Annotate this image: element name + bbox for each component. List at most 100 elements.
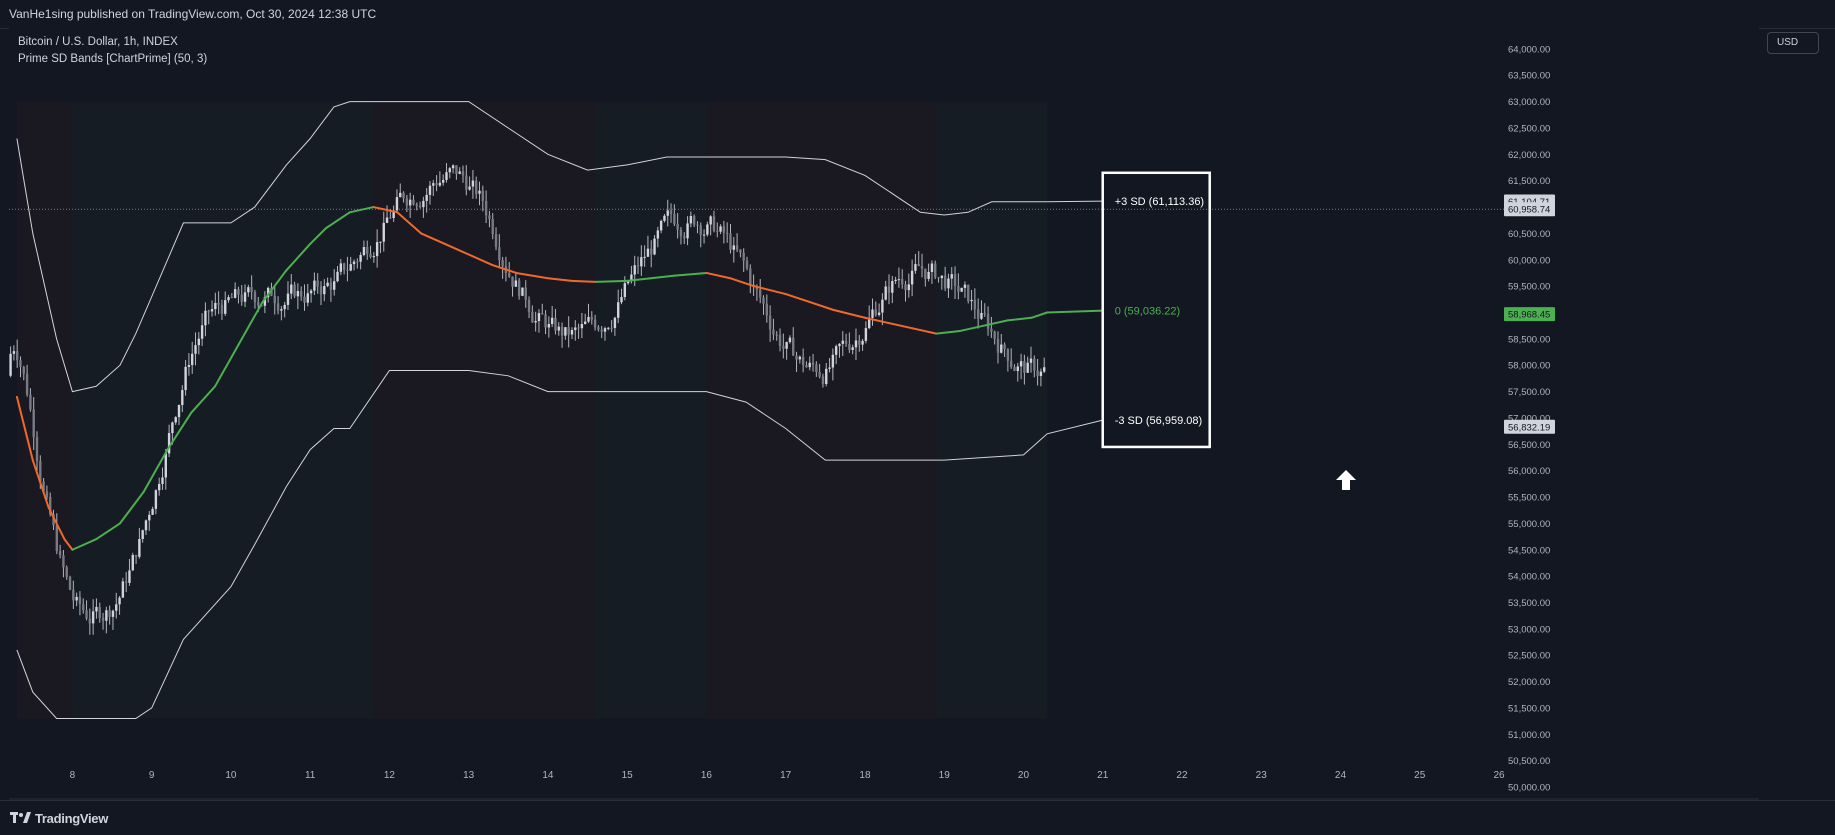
- candle-body: [299, 291, 303, 297]
- candle-body: [877, 312, 881, 315]
- candle-body: [45, 491, 49, 497]
- candle-body: [1023, 361, 1026, 373]
- candle-body: [980, 312, 983, 319]
- tradingview-logo[interactable]: TradingView: [10, 811, 108, 826]
- candle-body: [521, 287, 524, 296]
- candle-body: [732, 245, 735, 250]
- candle-body: [230, 297, 234, 299]
- candle-body: [643, 256, 646, 258]
- annotation-label: -3 SD (56,959.08): [1115, 415, 1202, 427]
- price-tick-label: 63,000.00: [1508, 97, 1550, 108]
- price-tick-label: 51,500.00: [1508, 703, 1550, 714]
- candle-body: [154, 490, 158, 509]
- price-chart[interactable]: +3 SD (61,113.36) 0 (59,036.22) -3 SD (56,…: [9, 28, 1759, 800]
- candle-body: [475, 180, 478, 194]
- footer: TradingView: [0, 800, 1835, 835]
- candle-body: [963, 284, 967, 288]
- candle-body: [712, 216, 716, 231]
- candle-body: [428, 185, 432, 195]
- trend-shading: [33, 102, 49, 719]
- candle-body: [1016, 366, 1019, 372]
- trend-shading: [865, 102, 889, 719]
- candle-body: [541, 313, 544, 315]
- trend-shading: [350, 102, 374, 719]
- candle-body: [309, 290, 313, 294]
- trend-shading: [144, 102, 168, 719]
- time-tick-label: 19: [939, 770, 951, 781]
- candle-body: [415, 204, 418, 206]
- candle-body: [851, 347, 854, 350]
- candle-body: [640, 257, 643, 267]
- trend-shading: [469, 102, 493, 719]
- trend-shading: [120, 102, 144, 719]
- candle-body: [49, 496, 52, 515]
- candle-body: [273, 295, 276, 304]
- price-tick-label: 56,000.00: [1508, 466, 1550, 477]
- indicator-legend[interactable]: Prime SD Bands [ChartPrime] (50, 3): [18, 53, 208, 65]
- candle-body: [303, 296, 306, 303]
- candle-body: [157, 483, 161, 491]
- candle-body: [399, 192, 402, 198]
- candle-body: [392, 210, 395, 219]
- time-tick-label: 17: [780, 770, 792, 781]
- candle-body: [484, 200, 488, 216]
- price-tick-label: 57,500.00: [1508, 387, 1550, 398]
- price-tick-label: 50,000.00: [1508, 783, 1550, 794]
- candle-body: [910, 270, 914, 285]
- candle-body: [742, 252, 745, 261]
- candle-body: [451, 165, 455, 169]
- basis-line-segment: [570, 279, 597, 283]
- candle-body: [227, 297, 230, 301]
- candle-body: [362, 247, 366, 256]
- basis-line-segment: [729, 277, 755, 288]
- currency-selector[interactable]: USD: [1767, 32, 1819, 54]
- candle-body: [356, 261, 359, 263]
- candle-body: [765, 303, 769, 316]
- candle-body: [907, 284, 911, 291]
- candle-body: [174, 417, 177, 423]
- time-tick-label: 25: [1414, 770, 1426, 781]
- price-tick-label: 61,500.00: [1508, 176, 1550, 187]
- candle-body: [603, 328, 607, 332]
- basis-line-segment: [753, 285, 787, 296]
- price-label-text: 60,958.74: [1508, 205, 1550, 216]
- basis-line-segment: [515, 271, 549, 280]
- candle-body: [22, 366, 25, 374]
- candle-body: [91, 611, 95, 624]
- price-tick-label: 56,500.00: [1508, 440, 1550, 451]
- symbol-legend[interactable]: Bitcoin / U.S. Dollar, 1h, INDEX: [18, 36, 178, 48]
- candle-body: [29, 394, 32, 410]
- candle-body: [943, 275, 947, 289]
- basis-line-segment: [443, 242, 470, 256]
- candle-body: [650, 248, 653, 255]
- candle-body: [762, 297, 765, 304]
- candle-body: [62, 555, 65, 568]
- candle-body: [864, 328, 868, 341]
- candle-body: [448, 168, 451, 173]
- candle-body: [164, 453, 167, 478]
- candle-body: [435, 183, 438, 186]
- candle-body: [405, 198, 409, 206]
- candle-body: [686, 223, 689, 239]
- candle-body: [917, 264, 920, 267]
- candle-body: [531, 311, 534, 323]
- candle-body: [716, 230, 719, 232]
- candle-body: [722, 226, 726, 233]
- trend-shading: [960, 102, 984, 719]
- candle-body: [52, 514, 55, 526]
- basis-line-segment: [95, 522, 121, 541]
- trend-shading: [548, 102, 572, 719]
- candle-body: [181, 390, 184, 405]
- price-label-box: [1504, 419, 1555, 434]
- price-tick-label: 59,500.00: [1508, 282, 1550, 293]
- price-tick-label: 53,000.00: [1508, 624, 1550, 635]
- candle-body: [673, 213, 676, 224]
- candle-body: [402, 192, 405, 199]
- candle-body: [679, 229, 683, 237]
- basis-line-segment: [784, 293, 811, 303]
- candle-body: [389, 217, 392, 219]
- price-tick-label: 58,500.00: [1508, 334, 1550, 345]
- chart-area[interactable]: +3 SD (61,113.36) 0 (59,036.22) -3 SD (56,…: [9, 28, 1759, 800]
- candle-body: [894, 279, 897, 282]
- candle-body: [1019, 361, 1023, 367]
